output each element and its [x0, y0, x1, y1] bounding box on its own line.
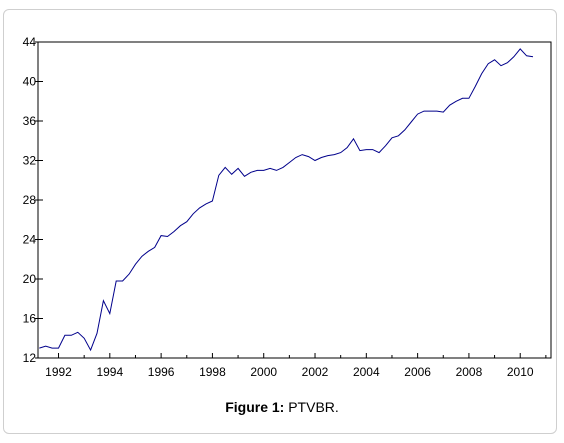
y-tick-label: 44	[23, 35, 37, 49]
y-tick-label: 32	[23, 154, 37, 168]
caption-text: PTVBR.	[284, 399, 339, 415]
x-tick-label: 1998	[199, 365, 226, 379]
plot-area: 12 16 20 24 28 32 36 40 44 1992 1994 1996 1998 2000 20…	[23, 35, 552, 379]
x-tick-label: 2008	[456, 365, 483, 379]
x-tick-label: 1992	[45, 365, 72, 379]
figure-caption: Figure 1: PTVBR.	[0, 399, 564, 415]
caption-label: Figure 1:	[225, 399, 285, 415]
x-tick-label: 2010	[507, 365, 534, 379]
y-tick-label: 24	[23, 233, 37, 247]
y-tick-label: 12	[23, 351, 37, 365]
y-tick-label: 28	[23, 193, 37, 207]
x-tick-label: 1994	[96, 365, 123, 379]
series-line	[39, 48, 534, 352]
x-tick-label: 2002	[302, 365, 329, 379]
y-tick-label: 40	[23, 75, 37, 89]
y-tick-label: 36	[23, 114, 37, 128]
y-tick-label: 16	[23, 312, 37, 326]
figure-frame	[3, 9, 557, 434]
x-tick-label: 2000	[250, 365, 277, 379]
x-tick-label: 1996	[148, 365, 175, 379]
x-tick-label: 2006	[404, 365, 431, 379]
x-tick-label: 2004	[353, 365, 380, 379]
y-tick-label: 20	[23, 272, 37, 286]
